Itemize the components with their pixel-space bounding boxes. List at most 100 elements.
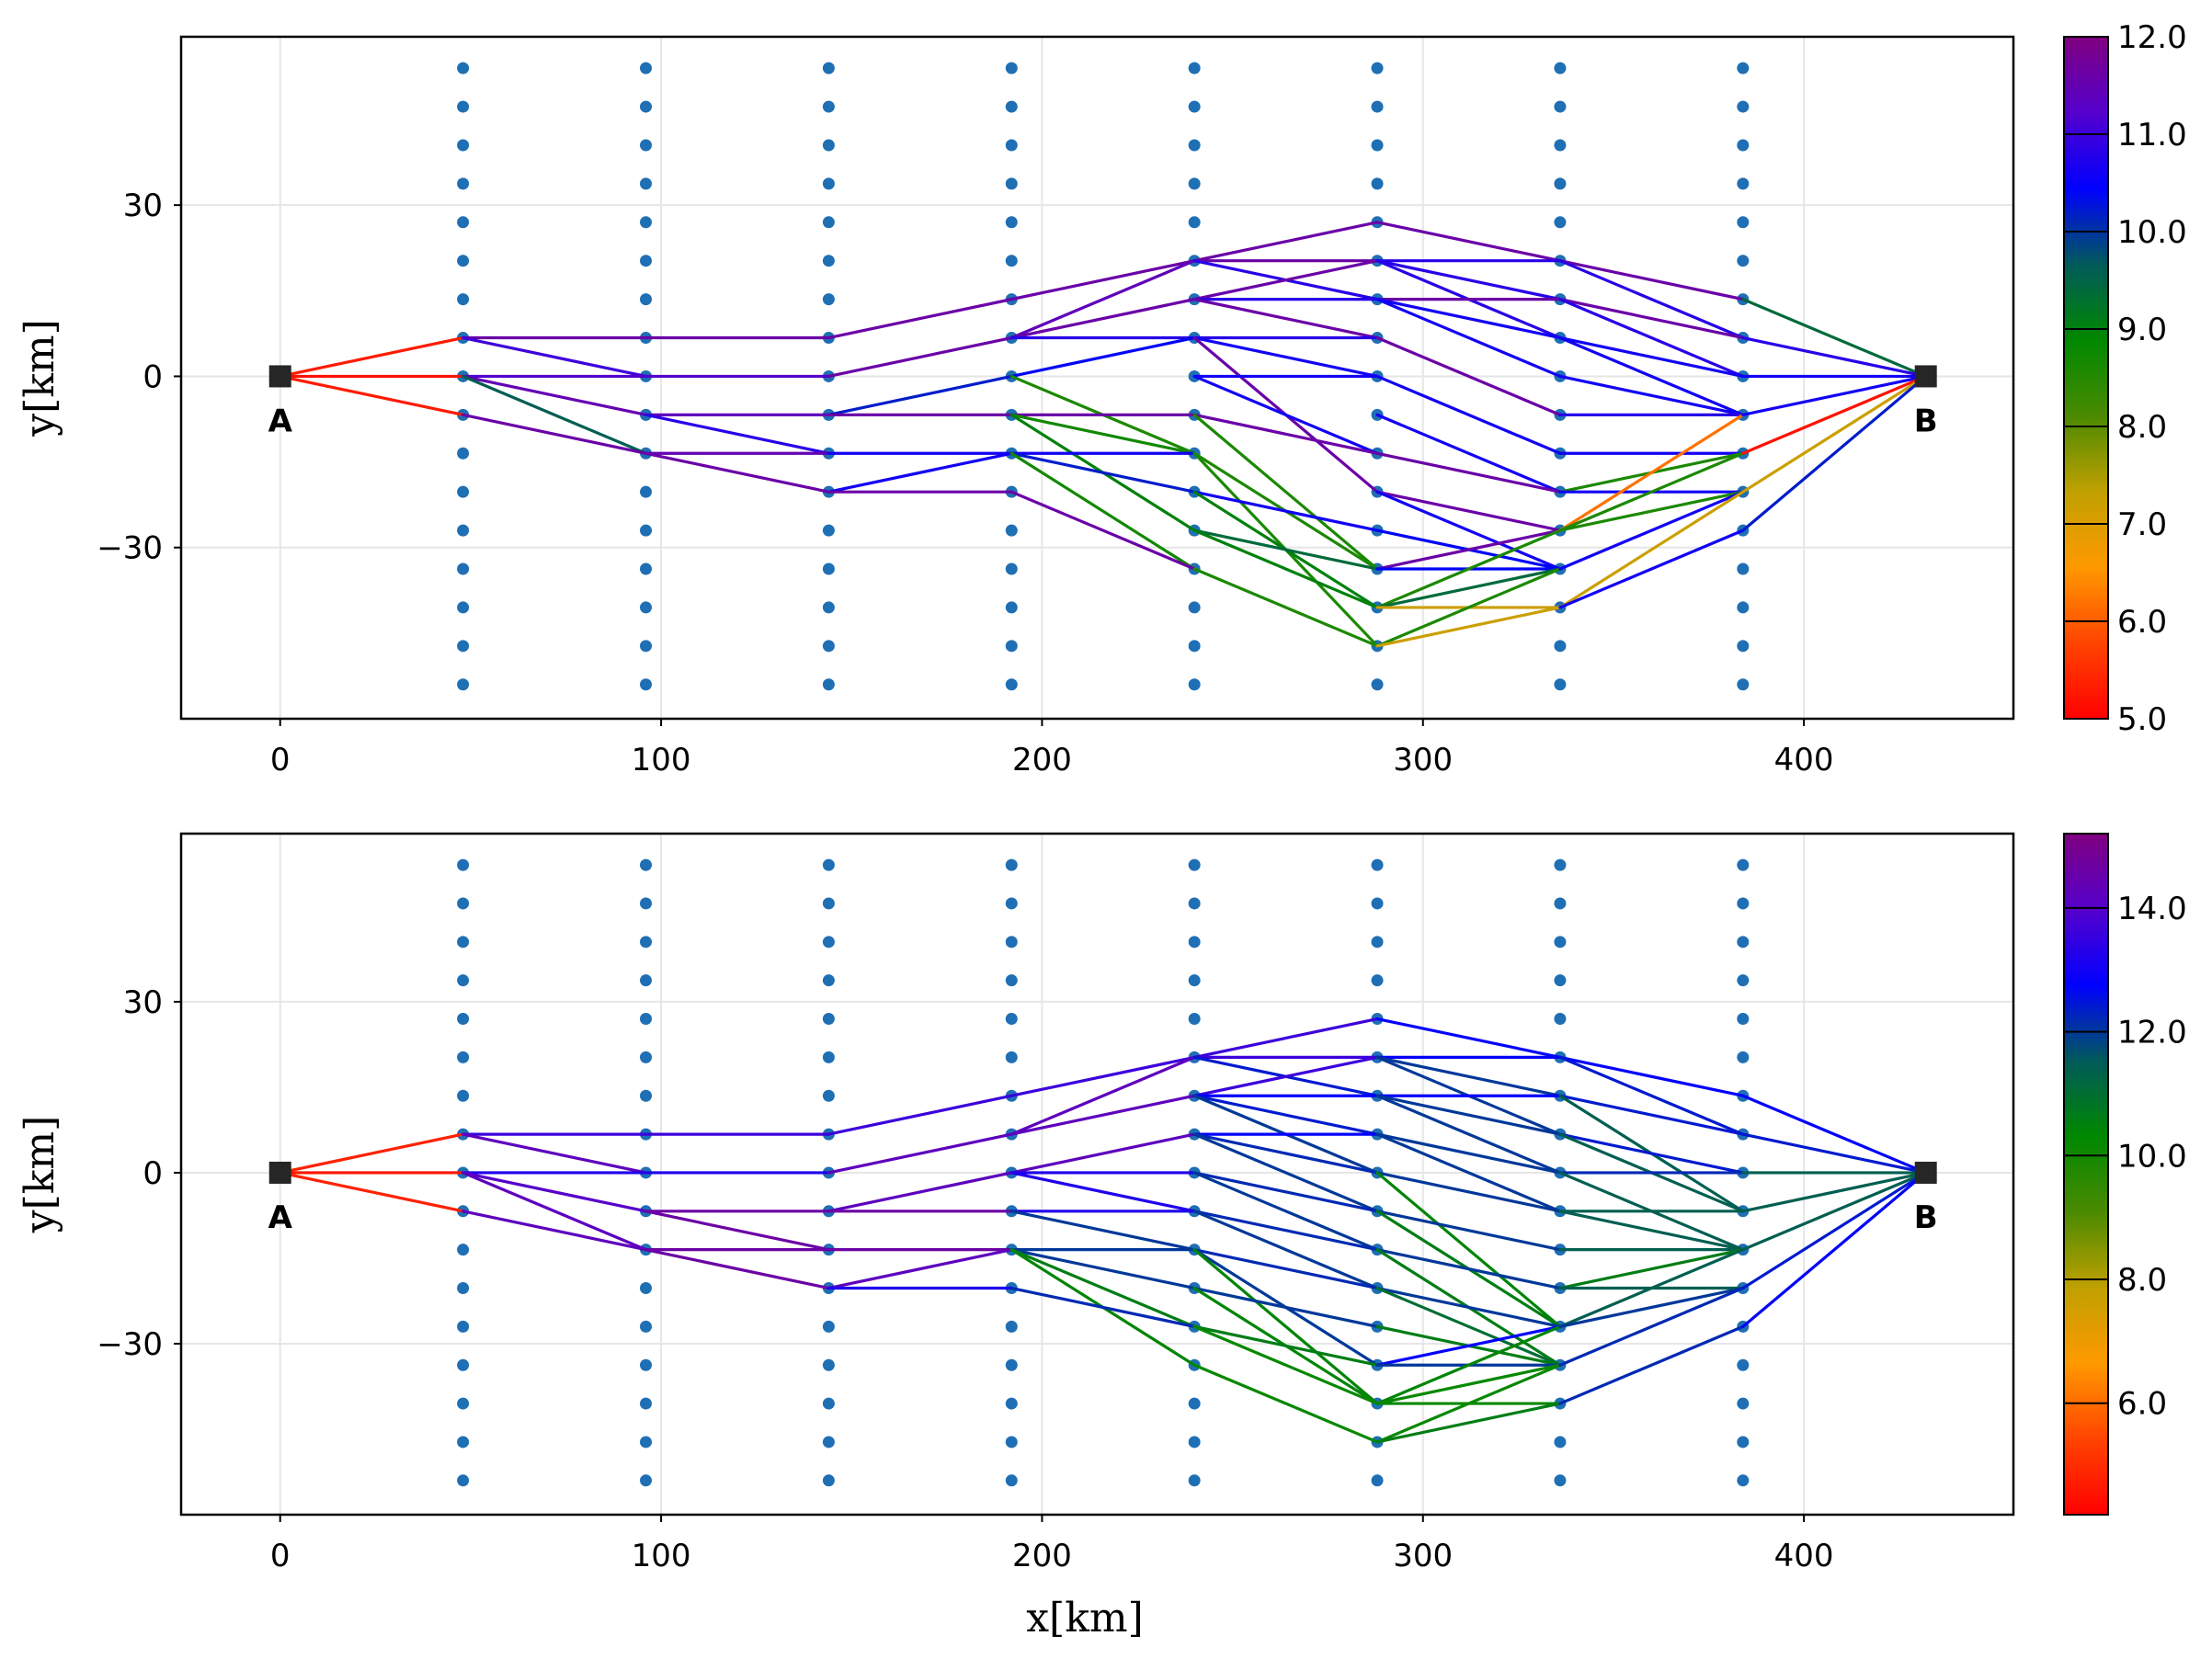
node-point bbox=[1371, 62, 1384, 74]
node-point bbox=[640, 255, 653, 267]
node-point bbox=[822, 601, 835, 614]
path-edge bbox=[644, 413, 830, 455]
x-tick-label: 400 bbox=[1774, 1538, 1834, 1574]
node-point bbox=[457, 1013, 470, 1026]
path-edge bbox=[1375, 259, 1562, 301]
node-point bbox=[1005, 177, 1018, 190]
x-tick-label: 200 bbox=[1012, 742, 1072, 778]
node-point bbox=[457, 1358, 470, 1371]
node-point bbox=[1737, 562, 1750, 575]
node-point bbox=[1737, 601, 1750, 614]
node-point bbox=[1554, 62, 1567, 74]
colorbar-tick-label: 10.0 bbox=[2117, 1138, 2187, 1175]
colorbar-tick-label: 12.0 bbox=[2117, 1015, 2187, 1051]
node-point bbox=[457, 293, 470, 306]
node-point bbox=[1188, 678, 1201, 691]
path-edge bbox=[1192, 1171, 1379, 1252]
path-edge bbox=[1375, 1248, 1562, 1290]
node-point bbox=[1737, 974, 1750, 987]
path-edge bbox=[1375, 1402, 1562, 1444]
node-point bbox=[1737, 640, 1750, 653]
path-edge bbox=[1375, 1324, 1562, 1367]
path-edge bbox=[462, 1171, 648, 1213]
y-tick-label: 30 bbox=[123, 187, 163, 224]
node-point bbox=[1554, 1013, 1567, 1026]
endpoint-label-a: A bbox=[268, 1199, 293, 1236]
y-axis-label: y[km] bbox=[17, 1116, 63, 1234]
node-point bbox=[1005, 1397, 1018, 1410]
node-point bbox=[1737, 100, 1750, 113]
path-edge bbox=[1192, 567, 1379, 648]
node-point bbox=[822, 1320, 835, 1333]
node-point bbox=[1188, 1436, 1201, 1448]
x-tick-label: 0 bbox=[270, 742, 291, 778]
node-point bbox=[457, 524, 470, 537]
path-edge bbox=[1192, 1017, 1379, 1059]
path-edge bbox=[1192, 528, 1379, 571]
node-point bbox=[457, 1244, 470, 1256]
endpoint-marker-a bbox=[268, 1161, 291, 1184]
y-tick-label: 0 bbox=[143, 358, 163, 395]
path-edge bbox=[1192, 413, 1379, 455]
path-edge bbox=[1558, 1055, 1745, 1097]
node-point bbox=[457, 1320, 470, 1333]
x-tick-label: 300 bbox=[1393, 1538, 1453, 1574]
node-point bbox=[822, 177, 835, 190]
node-point bbox=[1554, 678, 1567, 691]
path-edge bbox=[1009, 451, 1196, 494]
x-tick-label: 300 bbox=[1393, 742, 1453, 778]
path-edge bbox=[1558, 259, 1745, 301]
node-point bbox=[1737, 255, 1750, 267]
node-point bbox=[640, 1051, 653, 1063]
path-edge bbox=[1375, 298, 1562, 340]
node-point bbox=[1554, 1474, 1567, 1487]
path-edge bbox=[462, 374, 648, 455]
node-point bbox=[457, 974, 470, 987]
path-edge bbox=[1192, 1055, 1379, 1097]
node-point bbox=[1005, 139, 1018, 152]
node-point bbox=[457, 936, 470, 949]
path-edge bbox=[1741, 374, 1928, 494]
node-point bbox=[640, 1397, 653, 1410]
path-edge bbox=[1558, 1324, 1745, 1405]
path-edge bbox=[462, 374, 648, 416]
node-point bbox=[1554, 1436, 1567, 1448]
node-point bbox=[1737, 1013, 1750, 1026]
node-point bbox=[1188, 640, 1201, 653]
path-edge bbox=[462, 1132, 648, 1175]
path-edge bbox=[1375, 567, 1562, 609]
node-point bbox=[457, 100, 470, 113]
path-edge bbox=[1192, 1132, 1379, 1175]
endpoint-label-b: B bbox=[1914, 403, 1938, 439]
path-edge bbox=[1375, 1363, 1562, 1444]
node-point bbox=[822, 1013, 835, 1026]
node-point bbox=[1188, 62, 1201, 74]
path-edge bbox=[1192, 528, 1379, 609]
x-tick-label: 100 bbox=[632, 1538, 691, 1574]
path-edge bbox=[1009, 1055, 1196, 1097]
path-edge bbox=[1009, 298, 1196, 340]
path-edge bbox=[1009, 335, 1196, 379]
path-edge bbox=[279, 335, 465, 379]
colorbar-tick-label: 10.0 bbox=[2117, 214, 2187, 251]
path-edge bbox=[1558, 259, 1745, 340]
path-edge bbox=[1558, 298, 1745, 340]
path-edge bbox=[1192, 413, 1379, 571]
node-point bbox=[1737, 177, 1750, 190]
path-edge bbox=[1741, 298, 1928, 379]
path-edge bbox=[1375, 335, 1562, 416]
y-tick-label: 0 bbox=[143, 1155, 163, 1192]
colorbar-tick-label: 8.0 bbox=[2117, 1262, 2167, 1299]
y-tick-label: 30 bbox=[123, 984, 163, 1021]
y-tick-label: −30 bbox=[97, 530, 163, 567]
node-point bbox=[640, 293, 653, 306]
path-edge bbox=[1558, 335, 1745, 416]
node-point bbox=[457, 1436, 470, 1448]
endpoint-label-b: B bbox=[1914, 1199, 1938, 1236]
path-edge bbox=[1009, 1094, 1196, 1136]
path-edge bbox=[1009, 451, 1196, 571]
path-edge bbox=[1009, 1248, 1196, 1290]
x-tick-label: 400 bbox=[1774, 742, 1834, 778]
node-point bbox=[822, 1474, 835, 1487]
node-point bbox=[1188, 1397, 1201, 1410]
